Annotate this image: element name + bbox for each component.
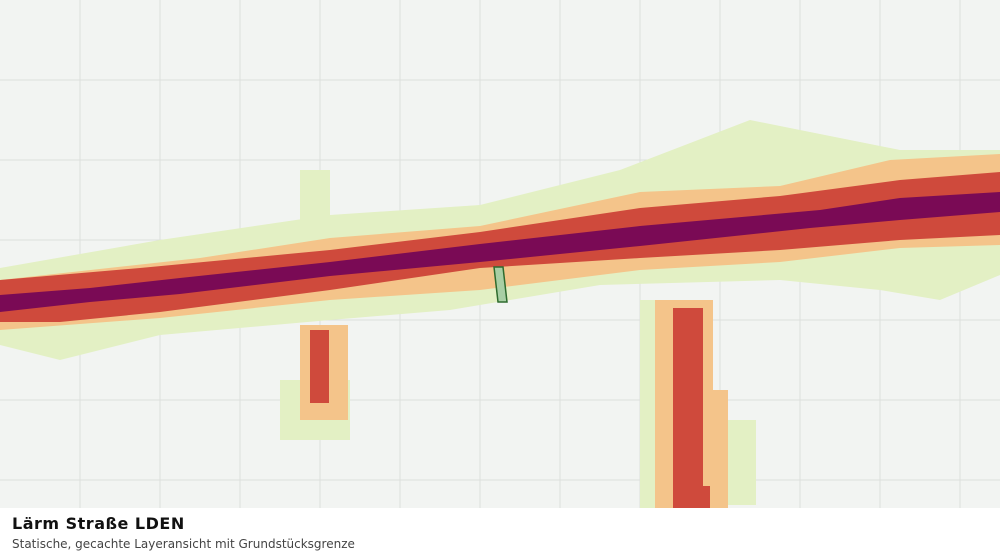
layer-subtitle: Statische, gecachte Layeransicht mit Gru… [12,537,355,551]
parcel-boundary [493,266,508,303]
noise-very-high [0,192,1000,312]
info-panel: Lärm Straße LDEN Statische, gecachte Lay… [0,508,1000,560]
layer-title: Lärm Straße LDEN [12,514,185,533]
